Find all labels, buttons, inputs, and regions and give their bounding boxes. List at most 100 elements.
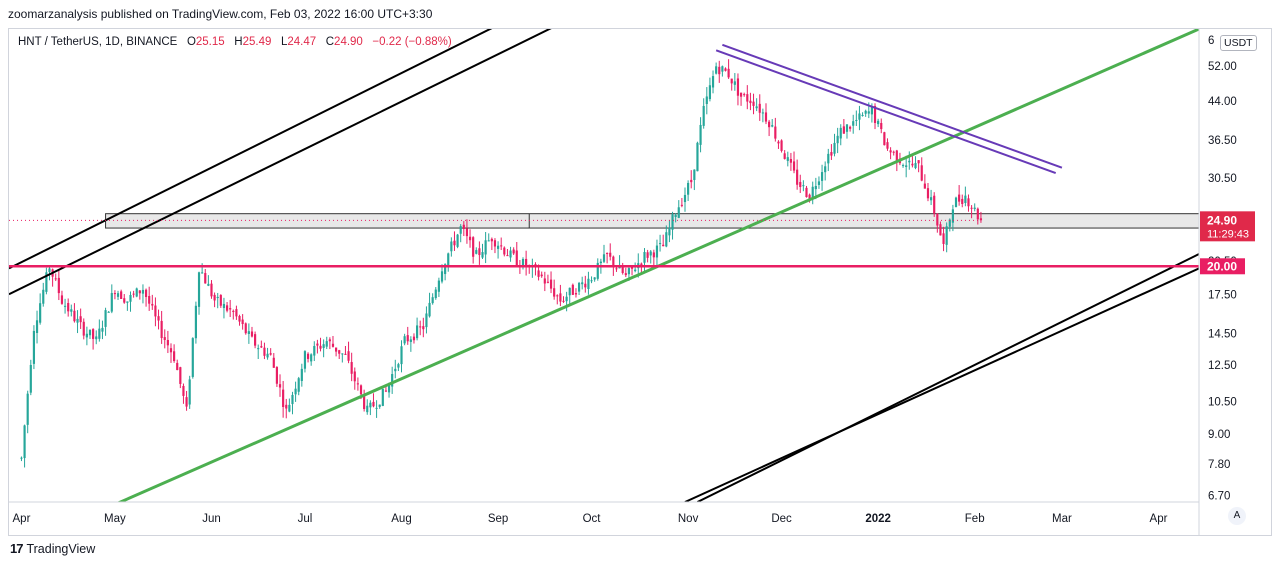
candle-body xyxy=(475,250,478,254)
candle-body xyxy=(627,268,631,275)
auto-scale-button[interactable]: A xyxy=(1228,507,1246,525)
candle-body xyxy=(369,402,372,408)
candle-body xyxy=(889,150,892,153)
candle-body xyxy=(911,163,914,166)
candle-body xyxy=(652,252,655,258)
candle-body xyxy=(833,142,836,154)
candle-body xyxy=(76,318,79,323)
candle-body xyxy=(101,327,104,332)
candle-body xyxy=(331,343,335,347)
candle-body xyxy=(372,401,375,407)
candle-body xyxy=(154,305,157,317)
candle-body xyxy=(440,271,444,282)
candle-body xyxy=(905,165,908,168)
candle-body xyxy=(587,278,590,290)
candle-body xyxy=(85,333,88,338)
candle-body xyxy=(67,303,70,312)
candle-body xyxy=(967,198,970,207)
candle-body xyxy=(671,214,674,230)
candle-body xyxy=(403,336,406,344)
candle-body xyxy=(864,110,867,114)
candle-body xyxy=(353,371,356,382)
candle-body xyxy=(824,166,827,173)
candle-body xyxy=(232,310,235,313)
currency-button[interactable]: USDT xyxy=(1220,35,1257,51)
candle-body xyxy=(665,232,668,247)
candle-body xyxy=(73,310,76,322)
candle-body xyxy=(303,351,307,369)
candle-body xyxy=(82,321,85,336)
candle-body xyxy=(739,92,743,97)
candle-body xyxy=(870,106,873,115)
candle-body xyxy=(970,207,973,209)
y-tick-label: 12.50 xyxy=(1208,360,1237,372)
candle-body xyxy=(63,305,67,307)
candle-body xyxy=(599,261,602,264)
candle-body xyxy=(210,283,213,297)
candle-body xyxy=(375,407,378,409)
candle-body xyxy=(668,227,671,236)
price-chart[interactable]: 6.707.809.0010.5012.5014.5017.5020.5030.… xyxy=(9,29,1271,535)
candle-body xyxy=(278,384,282,388)
candle-body xyxy=(690,179,693,183)
candle-body xyxy=(677,207,680,218)
candle-body xyxy=(23,425,26,459)
candle-body xyxy=(565,296,568,302)
candle-body xyxy=(643,252,646,263)
candle-body xyxy=(148,296,151,304)
candle-body xyxy=(609,252,612,257)
candle-body xyxy=(658,243,662,245)
candle-body xyxy=(936,213,939,226)
candle-body xyxy=(680,204,683,206)
candle-body xyxy=(945,226,948,245)
candle-body xyxy=(792,161,796,171)
candle-body xyxy=(852,121,855,126)
candle-body xyxy=(571,284,574,295)
candle-body xyxy=(182,385,185,396)
candle-body xyxy=(316,343,319,346)
candle-body xyxy=(830,152,833,156)
candle-body xyxy=(216,296,219,299)
candle-body xyxy=(415,325,419,339)
candle-body xyxy=(176,362,179,371)
candle-body xyxy=(662,244,665,247)
candle-body xyxy=(350,362,353,374)
candle-body xyxy=(842,126,845,134)
candle-body xyxy=(378,404,381,407)
y-tick-label: 44.00 xyxy=(1208,96,1237,108)
candle-body xyxy=(736,78,740,96)
candle-body xyxy=(839,127,842,139)
candle-body xyxy=(506,255,509,257)
candle-body xyxy=(761,112,764,114)
candle-body xyxy=(288,404,291,412)
candle-body xyxy=(39,303,42,323)
candle-body xyxy=(400,346,403,365)
candle-body xyxy=(472,237,475,257)
candle-body xyxy=(923,183,926,189)
candle-body xyxy=(434,289,437,299)
last-price-label: 24.90 xyxy=(1207,213,1237,227)
candle-body xyxy=(110,293,113,312)
candle-body xyxy=(257,348,260,350)
green-trend-line xyxy=(116,29,1199,502)
candle-body xyxy=(391,374,394,387)
candle-body xyxy=(674,214,677,217)
candle-body xyxy=(468,236,472,241)
candle-body xyxy=(166,339,169,346)
candle-body xyxy=(783,153,786,159)
candle-body xyxy=(120,291,123,299)
candle-body xyxy=(914,163,917,169)
candle-body xyxy=(57,277,60,294)
candle-body xyxy=(487,240,490,242)
candle-body xyxy=(344,353,347,355)
candle-body xyxy=(577,282,581,292)
y-tick-label: 52.00 xyxy=(1208,61,1237,73)
candle-body xyxy=(306,353,310,359)
candle-body xyxy=(917,160,920,164)
candle-body xyxy=(612,256,615,267)
brand-label[interactable]: TradingView xyxy=(26,541,96,556)
candle-body xyxy=(525,258,528,268)
y-tick-label: 6.70 xyxy=(1208,491,1230,503)
x-tick-label: Oct xyxy=(583,513,602,525)
candle-body xyxy=(241,319,244,325)
